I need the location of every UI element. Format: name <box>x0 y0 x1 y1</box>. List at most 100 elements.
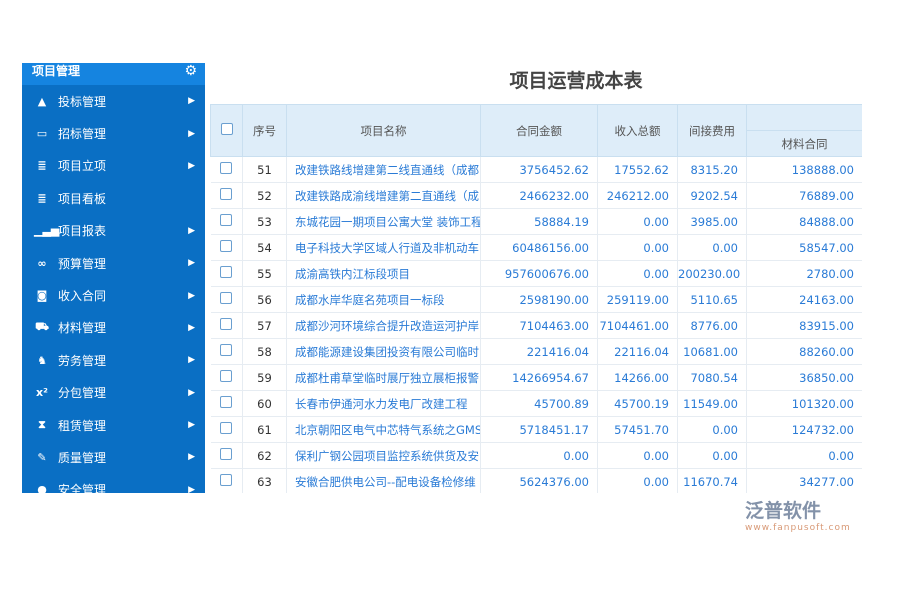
sidebar-item-label: 材料管理 <box>58 321 107 336</box>
sidebar-item-label: 安全管理 <box>58 483 107 493</box>
sidebar-item-label: 租赁管理 <box>58 418 107 433</box>
table-row[interactable]: 57 成都沙河环境综合提升改造运河护岸 7104463.00 7104461.00 87… <box>210 312 862 339</box>
income-total: 45700.19 <box>597 390 678 417</box>
document-icon: ≣ <box>37 191 47 205</box>
material-contract: 88260.00 <box>746 338 862 365</box>
row-checkbox[interactable] <box>210 312 243 339</box>
indirect-cost: 7080.54 <box>677 364 747 391</box>
seq-cell: 52 <box>242 182 287 209</box>
table-row[interactable]: 59 成都杜甫草堂临时展厅独立展柜报警 14266954.67 14266.00 708… <box>210 364 862 391</box>
contract-amount: 957600676.00 <box>480 260 598 287</box>
sidebar-menu: ▲ 投标管理 ▶ ▭ 招标管理 ▶ ≣ 项目立项 ▶ ≣ 项目看板 ▁▃▅ 项目报表 ▶ ∞ 预算管理 ▶ ◙ 收入… <box>22 85 205 493</box>
sidebar-item-11[interactable]: ✎ 质量管理 ▶ <box>22 441 205 473</box>
header-name[interactable]: 项目名称 <box>286 104 481 157</box>
row-checkbox[interactable] <box>210 182 243 209</box>
project-name-link[interactable]: 安徽合肥供电公司--配电设备检修维 <box>286 468 481 493</box>
material-contract: 36850.00 <box>746 364 862 391</box>
row-checkbox[interactable] <box>210 390 243 417</box>
table-row[interactable]: 58 成都能源建设集团投资有限公司临时 221416.04 22116.04 10681… <box>210 338 862 365</box>
sidebar-item-2[interactable]: ≣ 项目立项 ▶ <box>22 150 205 182</box>
row-checkbox[interactable] <box>210 338 243 365</box>
material-contract: 0.00 <box>746 442 862 469</box>
main-panel: 项目运营成本表 序号 项目名称 合同金额 收入总额 间接费用 材料合同 51 改建… <box>210 63 862 493</box>
table-row[interactable]: 51 改建铁路线增建第二线直通线（成都 3756452.62 17552.62 8315… <box>210 156 862 183</box>
page-title: 项目运营成本表 <box>509 70 643 92</box>
income-total: 14266.00 <box>597 364 678 391</box>
sidebar-item-0[interactable]: ▲ 投标管理 ▶ <box>22 85 205 117</box>
project-name-link[interactable]: 改建铁路成渝线增建第二直通线（成 <box>286 182 481 209</box>
sidebar-item-label: 项目看板 <box>58 191 107 206</box>
document-icon: ≣ <box>37 159 47 173</box>
project-name-link[interactable]: 成都杜甫草堂临时展厅独立展柜报警 <box>286 364 481 391</box>
link-icon: ∞ <box>37 256 47 270</box>
contract-amount: 221416.04 <box>480 338 598 365</box>
material-contract: 2780.00 <box>746 260 862 287</box>
project-name-link[interactable]: 成都水岸华庭名苑项目一标段 <box>286 286 481 313</box>
table-row[interactable]: 62 保利广钢公园项目监控系统供货及安 0.00 0.00 0.00 0.00 <box>210 442 862 469</box>
row-checkbox[interactable] <box>210 260 243 287</box>
sidebar-item-3[interactable]: ≣ 项目看板 <box>22 182 205 214</box>
row-checkbox[interactable] <box>210 416 243 443</box>
material-contract: 124732.00 <box>746 416 862 443</box>
header-indirect[interactable]: 间接费用 <box>677 104 747 157</box>
seq-cell: 55 <box>242 260 287 287</box>
sidebar-item-8[interactable]: ♞ 劳务管理 ▶ <box>22 344 205 376</box>
fox-icon: ♞ <box>37 353 47 367</box>
indirect-cost: 8315.20 <box>677 156 747 183</box>
material-contract: 76889.00 <box>746 182 862 209</box>
material-contract: 138888.00 <box>746 156 862 183</box>
contract-amount: 2466232.00 <box>480 182 598 209</box>
edit-icon: ✎ <box>37 450 47 464</box>
seq-cell: 59 <box>242 364 287 391</box>
sidebar-item-label: 招标管理 <box>58 127 107 142</box>
table-row[interactable]: 61 北京朝阳区电气中芯特气系统之GMS 5718451.17 57451.70 0.0… <box>210 416 862 443</box>
row-checkbox[interactable] <box>210 442 243 469</box>
sidebar-item-5[interactable]: ∞ 预算管理 ▶ <box>22 247 205 279</box>
project-name-link[interactable]: 成渝高铁内江标段项目 <box>286 260 481 287</box>
row-checkbox[interactable] <box>210 286 243 313</box>
sidebar-title: 项目管理 <box>32 64 81 78</box>
header-seq[interactable]: 序号 <box>242 104 287 157</box>
row-checkbox[interactable] <box>210 208 243 235</box>
table-row[interactable]: 56 成都水岸华庭名苑项目一标段 2598190.00 259119.00 5110.6… <box>210 286 862 313</box>
project-name-link[interactable]: 成都沙河环境综合提升改造运河护岸 <box>286 312 481 339</box>
chevron-right-icon: ▶ <box>188 160 195 171</box>
project-name-link[interactable]: 东城花园一期项目公寓大堂 装饰工程 <box>286 208 481 235</box>
sidebar-item-4[interactable]: ▁▃▅ 项目报表 ▶ <box>22 215 205 247</box>
project-name-link[interactable]: 北京朝阳区电气中芯特气系统之GMS <box>286 416 481 443</box>
sidebar-item-9[interactable]: x² 分包管理 ▶ <box>22 377 205 409</box>
table-row[interactable]: 55 成渝高铁内江标段项目 957600676.00 0.00 200230.00 278… <box>210 260 862 287</box>
seq-cell: 60 <box>242 390 287 417</box>
project-name-link[interactable]: 长春市伊通河水力发电厂改建工程 <box>286 390 481 417</box>
sidebar-item-12[interactable]: ● 安全管理 ▶ <box>22 474 205 493</box>
seq-cell: 58 <box>242 338 287 365</box>
row-checkbox[interactable] <box>210 468 243 493</box>
header-contract[interactable]: 合同金额 <box>480 104 598 157</box>
row-checkbox[interactable] <box>210 234 243 261</box>
sidebar-item-1[interactable]: ▭ 招标管理 ▶ <box>22 117 205 149</box>
sidebar-item-6[interactable]: ◙ 收入合同 ▶ <box>22 279 205 311</box>
row-checkbox[interactable] <box>210 156 243 183</box>
table-row[interactable]: 54 电子科技大学区域人行道及非机动车 60486156.00 0.00 0.00 585… <box>210 234 862 261</box>
table-row[interactable]: 60 长春市伊通河水力发电厂改建工程 45700.89 45700.19 11549.0… <box>210 390 862 417</box>
sidebar-item-label: 劳务管理 <box>58 353 107 368</box>
table-row[interactable]: 53 东城花园一期项目公寓大堂 装饰工程 58884.19 0.00 3985.00 84… <box>210 208 862 235</box>
contract-amount: 5718451.17 <box>480 416 598 443</box>
sidebar-item-10[interactable]: ⧗ 租赁管理 ▶ <box>22 409 205 441</box>
table-row[interactable]: 63 安徽合肥供电公司--配电设备检修维 5624376.00 0.00 11670.7… <box>210 468 862 493</box>
contract-amount: 5624376.00 <box>480 468 598 493</box>
project-name-link[interactable]: 成都能源建设集团投资有限公司临时 <box>286 338 481 365</box>
seq-cell: 56 <box>242 286 287 313</box>
table-row[interactable]: 52 改建铁路成渝线增建第二直通线（成 2466232.00 246212.00 920… <box>210 182 862 209</box>
project-name-link[interactable]: 电子科技大学区域人行道及非机动车 <box>286 234 481 261</box>
row-checkbox[interactable] <box>210 364 243 391</box>
header-income[interactable]: 收入总额 <box>597 104 678 157</box>
sidebar-header: 项目管理 ⚙ <box>22 63 205 85</box>
sidebar-item-7[interactable]: ⛟ 材料管理 ▶ <box>22 312 205 344</box>
project-name-link[interactable]: 保利广钢公园项目监控系统供货及安 <box>286 442 481 469</box>
header-material[interactable]: 材料合同 <box>746 130 862 157</box>
select-all-checkbox[interactable] <box>210 104 243 157</box>
gear-icon[interactable]: ⚙ <box>184 63 197 79</box>
project-name-link[interactable]: 改建铁路线增建第二线直通线（成都 <box>286 156 481 183</box>
sidebar-item-label: 质量管理 <box>58 450 107 465</box>
